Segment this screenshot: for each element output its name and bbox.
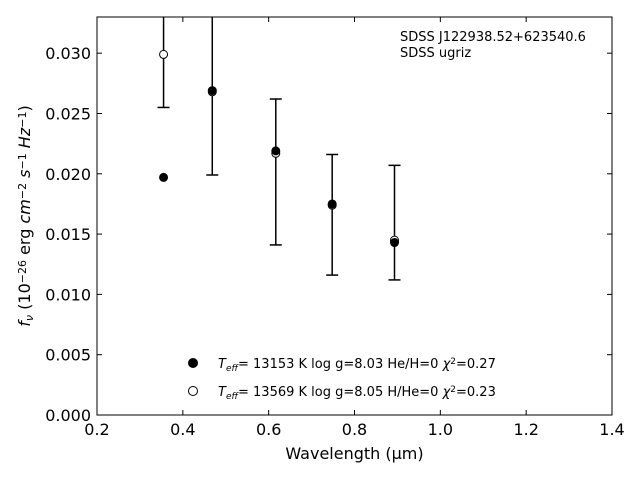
y-tick-label: 0.020 xyxy=(45,165,91,184)
error-bars xyxy=(157,17,401,281)
model-h-point xyxy=(159,49,169,59)
y-tick-label: 0.010 xyxy=(45,285,91,304)
legend: Teff= 13153 K log g=8.03 He/H=0 χ2=0.27 T… xyxy=(188,357,496,402)
object-annotation: SDSS J122938.52+623540.6 SDSS ugriz xyxy=(400,30,586,61)
x-tick-label: 1.4 xyxy=(599,420,624,439)
model-he-point xyxy=(271,146,281,156)
x-tick-label: 0.4 xyxy=(170,420,195,439)
y-tick-label: 0.030 xyxy=(45,44,91,63)
x-tick-label: 1.2 xyxy=(513,420,538,439)
y-tick-label: 0.025 xyxy=(45,104,91,123)
photometry-label: SDSS ugriz xyxy=(400,46,471,61)
y-axis-label: fν (10−26 erg cm−2 s−1 Hz−1) xyxy=(15,105,36,326)
y-tick-label: 0.000 xyxy=(45,406,91,425)
model-he-point xyxy=(389,238,399,248)
x-axis: 0.2 0.4 0.6 0.8 1.0 1.2 1.4 xyxy=(84,17,625,439)
y-tick-label: 0.005 xyxy=(45,346,91,365)
legend-entry: Teff= 13153 K log g=8.03 He/H=0 χ2=0.27 xyxy=(218,357,496,374)
model-he-point xyxy=(327,199,337,209)
y-tick-label: 0.015 xyxy=(45,225,91,244)
legend-marker xyxy=(188,358,198,368)
legend-marker xyxy=(188,386,198,396)
x-tick-label: 1.0 xyxy=(428,420,453,439)
x-tick-label: 0.6 xyxy=(256,420,281,439)
x-tick-label: 0.2 xyxy=(84,420,109,439)
x-axis-label: Wavelength (μm) xyxy=(285,444,423,463)
data-markers xyxy=(159,49,399,248)
object-name: SDSS J122938.52+623540.6 xyxy=(400,30,586,45)
model-he-point xyxy=(207,86,217,96)
y-axis: 0.000 0.005 0.010 0.015 0.020 0.025 0.030 xyxy=(45,44,612,425)
legend-entry: Teff= 13569 K log g=8.05 H/He=0 χ2=0.23 xyxy=(218,385,496,402)
x-tick-label: 0.8 xyxy=(342,420,367,439)
model-he-point xyxy=(159,172,169,182)
